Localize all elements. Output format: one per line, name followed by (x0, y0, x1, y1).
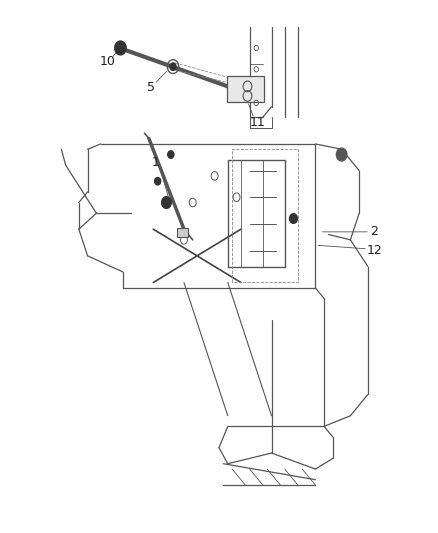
Circle shape (162, 197, 171, 208)
Circle shape (155, 177, 161, 185)
Text: 1: 1 (152, 156, 159, 169)
Text: 10: 10 (99, 55, 115, 68)
Circle shape (336, 148, 347, 161)
Text: 12: 12 (367, 244, 382, 257)
Bar (177, 228, 188, 237)
Circle shape (115, 41, 126, 55)
FancyBboxPatch shape (227, 76, 264, 102)
Text: 2: 2 (371, 225, 378, 238)
Circle shape (168, 151, 174, 158)
Text: 5: 5 (147, 82, 155, 94)
Circle shape (170, 63, 176, 70)
Text: 11: 11 (250, 116, 265, 129)
Circle shape (290, 214, 297, 223)
